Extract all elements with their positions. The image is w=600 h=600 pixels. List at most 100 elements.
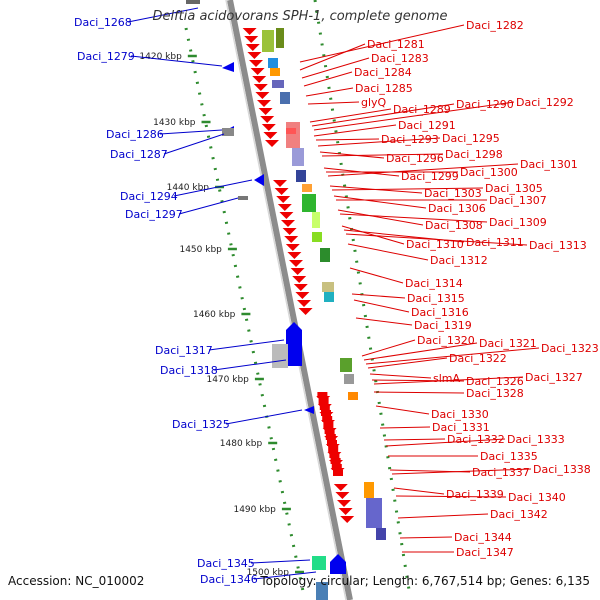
forward-gene-leader — [399, 536, 453, 539]
genome-backbone — [227, 0, 353, 600]
forward-gene-block — [328, 446, 339, 452]
forward-gene-leader — [393, 487, 445, 495]
forward-gene-block — [329, 452, 340, 458]
forward-gene-label: Daci_1321 — [479, 337, 537, 350]
genome-title: Delftia acidovorans SPH-1, complete geno… — [152, 9, 448, 24]
forward-gene-block — [321, 410, 331, 416]
forward-arrow — [257, 100, 271, 107]
outer-dotted-line — [313, 0, 412, 597]
forward-gene-leader — [349, 267, 404, 284]
forward-gene-leader — [309, 108, 392, 123]
gene-block — [268, 58, 278, 68]
gene-block — [286, 128, 296, 134]
forward-gene-block — [331, 464, 342, 470]
gene-block — [312, 232, 322, 242]
forward-gene-label: Daci_1330 — [431, 408, 489, 421]
forward-gene-leader — [395, 495, 507, 498]
forward-gene-leader — [313, 101, 515, 131]
forward-gene-leader — [311, 103, 455, 127]
forward-gene-block — [322, 416, 333, 422]
forward-gene-label: Daci_1338 — [533, 463, 591, 476]
forward-gene-block — [317, 392, 328, 398]
forward-gene-leader — [391, 468, 532, 475]
forward-arrow — [287, 252, 302, 259]
gene-block — [302, 194, 316, 212]
forward-gene-leader — [305, 87, 354, 97]
forward-gene-leader — [353, 299, 410, 313]
forward-arrow — [276, 196, 291, 203]
forward-gene-label: Daci_1299 — [401, 170, 459, 183]
forward-gene-label: Daci_1283 — [371, 52, 429, 65]
forward-arrow — [285, 244, 300, 251]
forward-gene-label: Daci_1313 — [529, 239, 587, 252]
forward-gene-label: Daci_1315 — [407, 292, 465, 305]
reverse-gene-leader — [127, 7, 199, 23]
scale-tick-label: 1460 kbp — [193, 310, 236, 320]
forward-gene-leader — [315, 138, 380, 141]
forward-gene-leader — [375, 405, 430, 415]
forward-gene-label: Daci_1331 — [432, 421, 490, 434]
forward-gene-leader — [341, 225, 405, 245]
reverse-arrow — [254, 174, 264, 186]
reverse-arrow — [222, 62, 234, 72]
forward-gene-leader — [373, 391, 465, 394]
forward-gene-leader — [299, 24, 465, 63]
forward-arrow — [273, 180, 287, 187]
forward-gene-leader — [327, 163, 519, 177]
reverse-gene-label: Daci_1297 — [125, 208, 183, 221]
forward-gene-label: Daci_1310 — [406, 238, 464, 251]
forward-gene-label: Daci_1298 — [445, 148, 503, 161]
forward-arrow — [277, 204, 292, 211]
gene-block — [376, 528, 386, 540]
forward-gene-leader — [397, 513, 489, 519]
forward-gene-leader — [365, 347, 540, 365]
forward-arrow — [245, 44, 260, 51]
reverse-gene-label: Daci_1346 — [200, 573, 258, 586]
forward-gene-block — [333, 470, 343, 476]
forward-gene-label: Daci_1300 — [460, 166, 518, 179]
forward-gene-leader — [355, 317, 413, 326]
forward-gene-leader — [369, 373, 432, 379]
forward-gene-label: Daci_1342 — [490, 508, 548, 521]
forward-arrow — [249, 60, 263, 67]
forward-arrow — [260, 116, 275, 123]
forward-gene-label: Daci_1312 — [430, 254, 488, 267]
forward-arrow — [242, 28, 257, 35]
forward-arrow — [258, 108, 273, 115]
forward-gene-label: Daci_1295 — [442, 132, 500, 145]
forward-gene-label: Daci_1282 — [466, 19, 524, 32]
forward-arrow — [274, 188, 289, 195]
forward-arrow — [290, 268, 305, 275]
forward-gene-leader — [303, 71, 353, 87]
forward-gene-leader — [301, 57, 370, 79]
forward-gene-label: Daci_1314 — [405, 277, 463, 290]
forward-gene-leader — [331, 187, 484, 191]
forward-gene-leader — [379, 426, 431, 429]
gene-block — [262, 30, 274, 52]
forward-arrow — [263, 132, 278, 139]
forward-gene-block — [325, 434, 336, 440]
reverse-arrow — [286, 322, 302, 366]
forward-gene-leader — [319, 151, 385, 159]
forward-gene-leader — [299, 43, 366, 71]
forward-gene-label: Daci_1322 — [449, 352, 507, 365]
forward-gene-leader — [363, 342, 478, 361]
forward-gene-label: Daci_1311 — [466, 236, 524, 249]
gene-block — [320, 248, 330, 262]
accession-text: Accession: NC_010002 — [8, 574, 145, 588]
reverse-gene-leader — [225, 409, 303, 425]
forward-gene-leader — [317, 137, 441, 147]
forward-gene-block — [319, 404, 330, 410]
scale-tick-label: 1450 kbp — [179, 245, 222, 255]
forward-arrow — [281, 220, 295, 227]
forward-gene-label: Daci_1296 — [386, 152, 444, 165]
scale-tick-label: 1500 kbp — [247, 568, 290, 578]
forward-arrow — [333, 484, 348, 491]
forward-gene-leader — [345, 233, 528, 246]
forward-gene-label: Daci_1301 — [520, 158, 578, 171]
forward-arrow — [261, 124, 276, 131]
reverse-gene-leader — [208, 339, 285, 351]
reverse-gene-leader — [250, 559, 311, 564]
forward-arrow — [293, 284, 308, 291]
gene-block — [340, 358, 352, 372]
